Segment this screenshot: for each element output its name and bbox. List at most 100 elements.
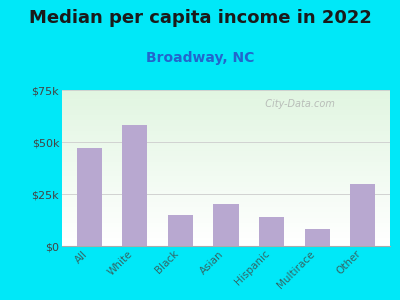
Bar: [62, 148, 390, 149]
Bar: [62, 138, 390, 140]
Bar: [62, 210, 390, 212]
Bar: [62, 90, 390, 92]
Bar: [62, 134, 390, 135]
Bar: [62, 201, 390, 202]
Bar: [62, 129, 390, 130]
Bar: [62, 101, 390, 103]
Bar: [62, 123, 390, 124]
Bar: [62, 165, 390, 166]
Bar: [62, 112, 390, 113]
Bar: [62, 157, 390, 159]
Bar: [62, 232, 390, 233]
Bar: [62, 206, 390, 207]
Bar: [77, 148, 102, 246]
Bar: [62, 179, 390, 181]
Bar: [62, 215, 390, 216]
Bar: [62, 185, 390, 187]
Bar: [62, 238, 390, 240]
Bar: [62, 177, 390, 179]
Bar: [62, 106, 390, 107]
Bar: [62, 152, 390, 154]
Bar: [62, 184, 390, 185]
Bar: [62, 159, 390, 160]
Bar: [62, 244, 390, 246]
Bar: [62, 124, 390, 126]
Bar: [62, 223, 390, 224]
Bar: [62, 233, 390, 235]
Bar: [62, 235, 390, 237]
Bar: [62, 132, 390, 134]
Text: City-Data.com: City-Data.com: [259, 99, 335, 110]
Bar: [62, 163, 390, 165]
Bar: [62, 240, 390, 241]
Bar: [62, 155, 390, 157]
Bar: [62, 107, 390, 109]
Bar: [62, 171, 390, 173]
Bar: [62, 103, 390, 104]
Bar: [62, 98, 390, 99]
Bar: [62, 169, 390, 171]
Bar: [62, 126, 390, 128]
Bar: [62, 113, 390, 115]
Bar: [62, 160, 390, 162]
Bar: [62, 121, 390, 123]
Bar: [62, 104, 390, 106]
Bar: [62, 140, 390, 142]
Bar: [62, 226, 390, 227]
Bar: [62, 198, 390, 199]
Bar: [62, 93, 390, 95]
Bar: [62, 130, 390, 132]
Bar: [62, 182, 390, 184]
Bar: [62, 216, 390, 218]
Text: Median per capita income in 2022: Median per capita income in 2022: [28, 9, 372, 27]
Bar: [62, 143, 390, 145]
Bar: [62, 167, 390, 168]
Bar: [62, 95, 390, 96]
Bar: [62, 213, 390, 215]
Bar: [62, 199, 390, 201]
Bar: [62, 241, 390, 243]
Bar: [62, 181, 390, 182]
Bar: [62, 145, 390, 146]
Bar: [62, 135, 390, 137]
Bar: [62, 99, 390, 101]
Bar: [62, 224, 390, 226]
Bar: [62, 207, 390, 208]
Bar: [62, 92, 390, 93]
Bar: [62, 221, 390, 223]
Bar: [62, 190, 390, 191]
Bar: [62, 220, 390, 221]
Text: Broadway, NC: Broadway, NC: [146, 51, 254, 65]
Bar: [62, 187, 390, 188]
Bar: [62, 116, 390, 118]
Bar: [62, 243, 390, 244]
Bar: [350, 184, 375, 246]
Bar: [62, 230, 390, 232]
Bar: [62, 154, 390, 155]
Bar: [62, 208, 390, 210]
Bar: [62, 204, 390, 206]
Bar: [62, 118, 390, 120]
Bar: [62, 162, 390, 163]
Bar: [62, 128, 390, 129]
Bar: [62, 109, 390, 110]
Bar: [259, 217, 284, 246]
Bar: [62, 137, 390, 138]
Bar: [62, 218, 390, 220]
Bar: [62, 168, 390, 170]
Bar: [62, 196, 390, 198]
Bar: [214, 204, 238, 246]
Bar: [62, 202, 390, 204]
Bar: [62, 188, 390, 190]
Bar: [62, 174, 390, 176]
Bar: [168, 215, 193, 246]
Bar: [62, 96, 390, 98]
Bar: [62, 229, 390, 230]
Bar: [62, 176, 390, 177]
Bar: [62, 142, 390, 143]
Bar: [62, 237, 390, 238]
Bar: [62, 110, 390, 112]
Bar: [62, 193, 390, 194]
Bar: [62, 149, 390, 151]
Bar: [62, 191, 390, 193]
